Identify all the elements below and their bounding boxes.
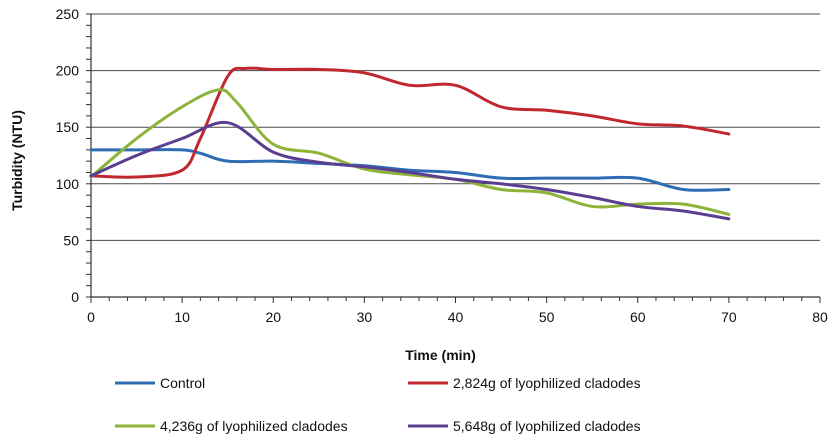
y-tick-labels: 0 50 100 150 200 250 xyxy=(56,6,80,305)
x-tick-label: 80 xyxy=(812,309,828,325)
series-line-2 xyxy=(89,66,731,179)
y-tick-label: 150 xyxy=(56,119,80,135)
series-line-3 xyxy=(89,88,731,216)
x-tick-label: 40 xyxy=(448,309,464,325)
legend-label-1: Control xyxy=(160,375,205,391)
legend: Control 2,824g of lyophilized cladodes 4,2… xyxy=(115,375,641,434)
y-axis-title: Turbidity (NTU) xyxy=(9,110,25,211)
x-tick-label: 60 xyxy=(630,309,646,325)
y-tick-label: 100 xyxy=(56,176,80,192)
x-tick-labels: 0 10 20 30 40 50 60 70 80 xyxy=(87,309,828,325)
series-line-1 xyxy=(89,148,731,192)
legend-label-3: 4,236g of lyophilized cladodes xyxy=(160,418,348,434)
x-tick-label: 0 xyxy=(87,309,95,325)
x-tick-label: 30 xyxy=(357,309,373,325)
y-tick-label: 50 xyxy=(63,232,79,248)
axes xyxy=(86,13,821,303)
x-tick-label: 50 xyxy=(539,309,555,325)
series-line-4 xyxy=(89,120,731,221)
legend-label-4: 5,648g of lyophilized cladodes xyxy=(453,418,641,434)
y-tick-label: 200 xyxy=(56,63,80,79)
x-tick-label: 70 xyxy=(721,309,737,325)
x-tick-label: 10 xyxy=(174,309,190,325)
series-lines xyxy=(89,66,731,221)
gridlines xyxy=(91,13,820,241)
y-tick-label: 0 xyxy=(71,289,79,305)
y-tick-label: 250 xyxy=(56,6,80,22)
legend-label-2: 2,824g of lyophilized cladodes xyxy=(453,375,641,391)
x-axis-title: Time (min) xyxy=(405,347,476,363)
x-tick-label: 20 xyxy=(265,309,281,325)
